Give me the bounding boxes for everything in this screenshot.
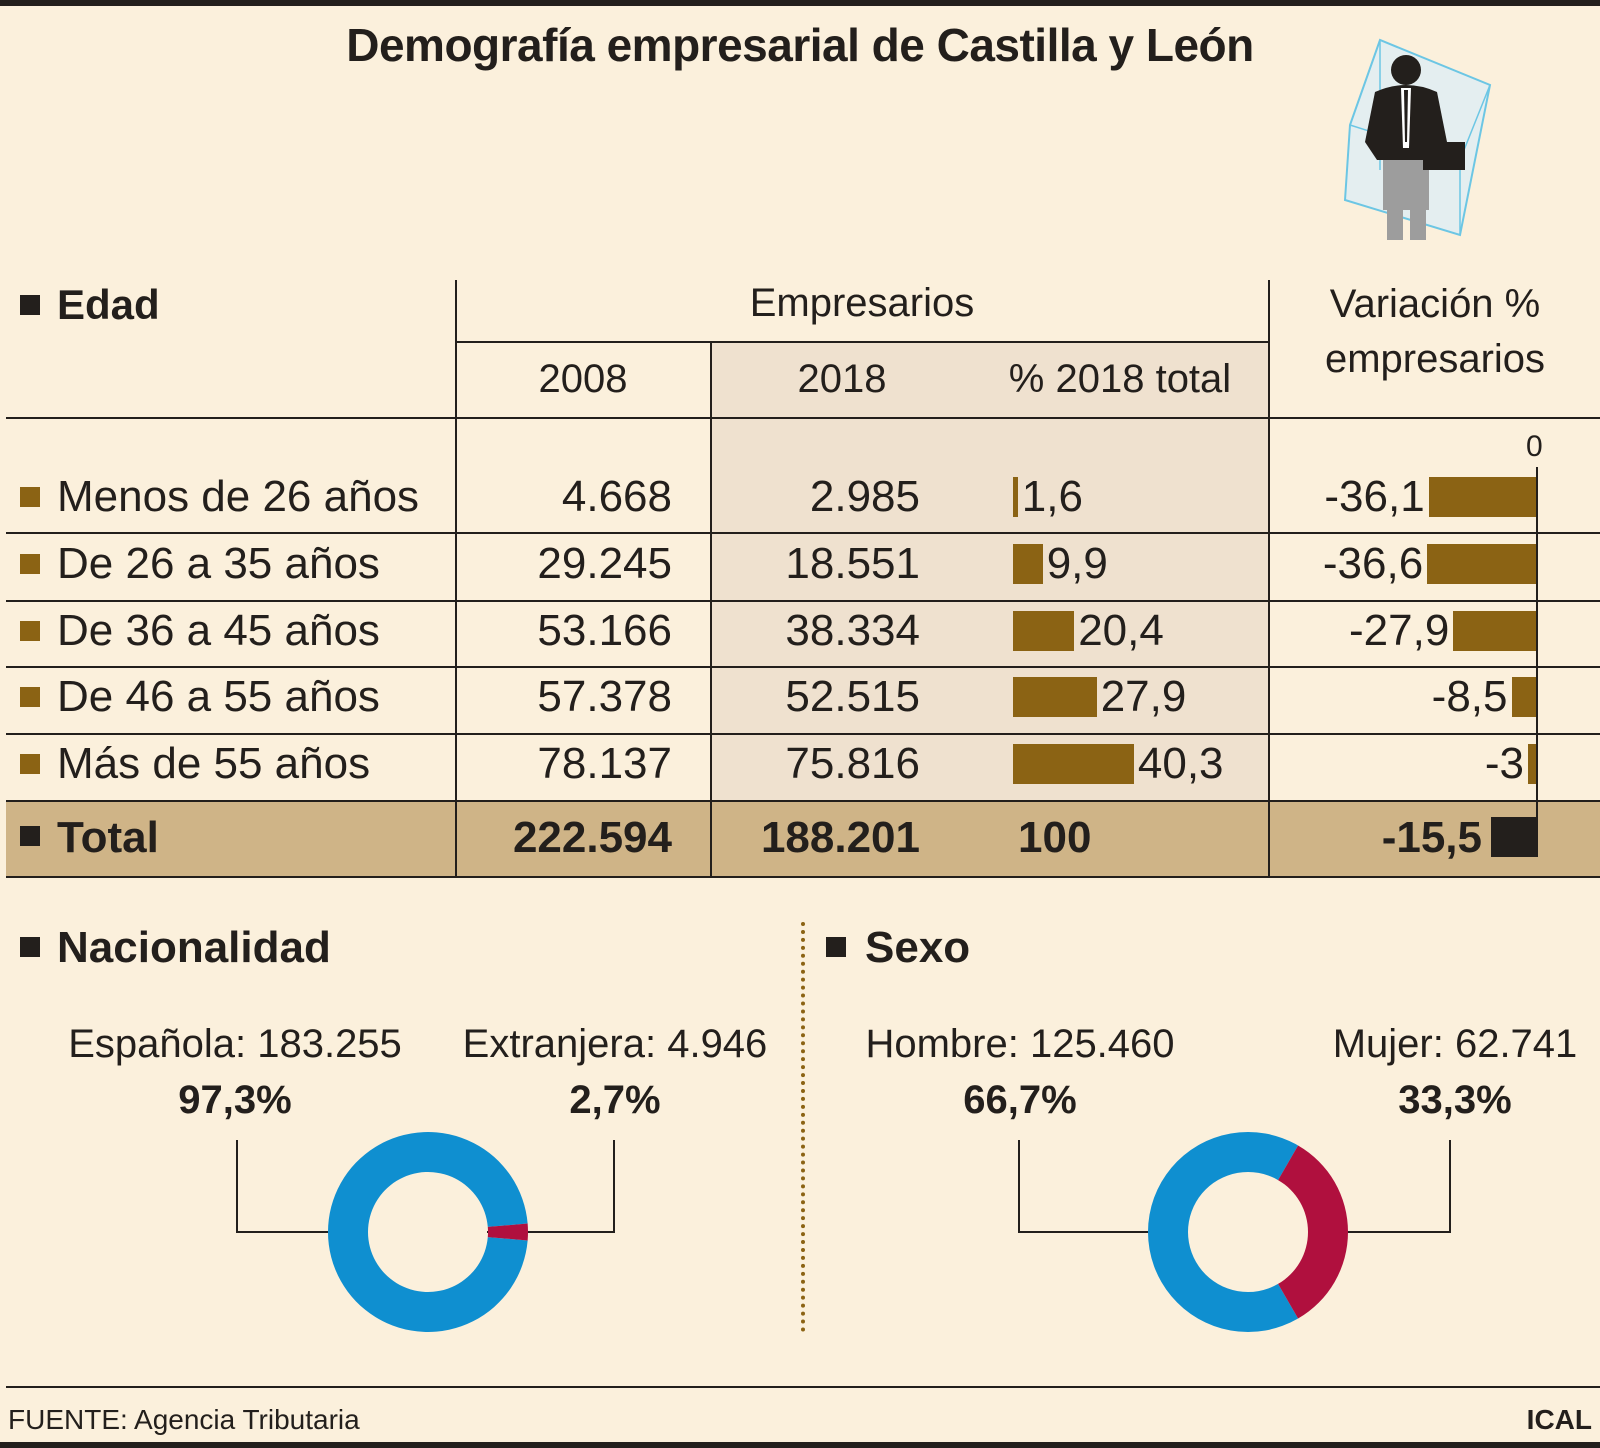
rule bbox=[6, 733, 1600, 735]
row-label: Más de 55 años bbox=[57, 739, 371, 788]
rule bbox=[6, 876, 1600, 878]
extranjera-slice bbox=[487, 1223, 528, 1241]
row-2008: 4.668 bbox=[561, 472, 672, 521]
pct-bar bbox=[1013, 477, 1018, 517]
col-header-2008: 2008 bbox=[538, 357, 628, 401]
var-bar bbox=[1453, 611, 1537, 651]
source-text: FUENTE: Agencia Tributaria bbox=[8, 1404, 360, 1435]
mujer-slice bbox=[1278, 1145, 1348, 1319]
leader-line-extranjera bbox=[487, 1140, 615, 1233]
var-value: -27,9 bbox=[1349, 606, 1450, 655]
leader-line-hombre bbox=[1018, 1140, 1165, 1233]
edad-heading: Edad bbox=[57, 281, 160, 328]
row-bullet-icon bbox=[20, 687, 40, 707]
row-2018: 18.551 bbox=[785, 539, 920, 588]
page-title: Demografía empresarial de Castilla y Leó… bbox=[346, 19, 1254, 71]
var-value: -8,5 bbox=[1431, 672, 1508, 721]
row-label: De 46 a 55 años bbox=[57, 672, 380, 721]
col-header-pct: % 2018 total bbox=[1008, 357, 1232, 401]
footer-rule bbox=[6, 1386, 1600, 1388]
col-header-var-2: empresarios bbox=[1324, 337, 1546, 381]
col-divider bbox=[455, 280, 457, 877]
section-divider bbox=[801, 922, 805, 1332]
bullet-icon bbox=[20, 826, 40, 846]
pct-value: 27,9 bbox=[1100, 672, 1187, 721]
rule bbox=[6, 666, 1600, 668]
bullet-icon bbox=[20, 295, 40, 315]
pct-bar bbox=[1013, 744, 1134, 784]
hombre-pct: 66,7% bbox=[963, 1078, 1077, 1122]
var-value: -36,1 bbox=[1324, 472, 1425, 521]
var-bar bbox=[1427, 544, 1537, 584]
row-bullet-icon bbox=[20, 621, 40, 641]
pct-bar bbox=[1013, 611, 1075, 651]
row-bullet-icon bbox=[20, 754, 40, 774]
extranjera-pct: 2,7% bbox=[569, 1078, 661, 1122]
hombre-label: Hombre: 125.460 bbox=[865, 1022, 1175, 1066]
total-var-bar bbox=[1490, 817, 1537, 857]
hombre-slice bbox=[1147, 1132, 1299, 1332]
rule bbox=[6, 532, 1600, 534]
zero-axis bbox=[1536, 467, 1538, 857]
rule bbox=[456, 341, 1269, 343]
leader-line-espanola bbox=[236, 1140, 343, 1233]
row-2018: 38.334 bbox=[785, 606, 920, 655]
row-2018: 2.985 bbox=[809, 472, 920, 521]
total-var: -15,5 bbox=[1381, 813, 1482, 862]
pct-value: 20,4 bbox=[1078, 606, 1164, 655]
row-bullet-icon bbox=[20, 554, 40, 574]
pct-bar bbox=[1013, 677, 1097, 717]
pct-value: 1,6 bbox=[1021, 472, 1083, 521]
var-value: -3 bbox=[1484, 739, 1524, 788]
row-label: Menos de 26 años bbox=[57, 472, 420, 521]
pct-value: 9,9 bbox=[1046, 539, 1108, 588]
total-label: Total bbox=[57, 813, 159, 862]
pct-bar bbox=[1013, 544, 1043, 584]
var-value: -36,6 bbox=[1322, 539, 1424, 588]
bullet-icon bbox=[826, 937, 846, 957]
espanola-slice bbox=[327, 1131, 528, 1332]
row-bullet-icon bbox=[20, 487, 40, 507]
total-pct: 100 bbox=[1018, 813, 1092, 862]
row-2008: 29.245 bbox=[537, 539, 672, 588]
top-border bbox=[0, 0, 1600, 6]
mujer-pct: 33,3% bbox=[1398, 1078, 1512, 1122]
bottom-border bbox=[0, 1442, 1600, 1448]
col-group-header: Empresarios bbox=[749, 281, 975, 325]
row-label: De 26 a 35 años bbox=[57, 539, 380, 588]
row-label: De 36 a 45 años bbox=[57, 606, 380, 655]
rule bbox=[6, 800, 1600, 802]
bullet-icon bbox=[20, 937, 40, 957]
mujer-label: Mujer: 62.741 bbox=[1332, 1022, 1578, 1066]
businessman-icon bbox=[1343, 38, 1492, 240]
credit-text: ICAL bbox=[1526, 1404, 1592, 1435]
espanola-label: Española: 183.255 bbox=[68, 1022, 402, 1066]
zero-label: 0 bbox=[1526, 430, 1543, 463]
col-header-2018: 2018 bbox=[797, 357, 887, 401]
total-row-bg bbox=[6, 802, 1600, 877]
leader-line-mujer bbox=[1322, 1140, 1451, 1233]
total-2008: 222.594 bbox=[512, 813, 672, 862]
rule bbox=[6, 417, 1600, 419]
var-bar bbox=[1528, 744, 1537, 784]
total-2018: 188.201 bbox=[760, 813, 920, 862]
var-bar bbox=[1428, 477, 1537, 517]
row-2018: 75.816 bbox=[785, 739, 920, 788]
pct-value: 40,3 bbox=[1137, 739, 1224, 788]
col-divider bbox=[1268, 280, 1270, 877]
sexo-heading: Sexo bbox=[865, 923, 971, 972]
col-divider bbox=[710, 341, 712, 877]
espanola-pct: 97,3% bbox=[178, 1078, 292, 1122]
row-2008: 78.137 bbox=[537, 739, 672, 788]
rule bbox=[6, 600, 1600, 602]
col-header-var-1: Variación % bbox=[1329, 282, 1541, 326]
row-2018: 52.515 bbox=[785, 672, 920, 721]
row-2008: 53.166 bbox=[537, 606, 672, 655]
nacionalidad-heading: Nacionalidad bbox=[57, 923, 331, 972]
extranjera-label: Extranjera: 4.946 bbox=[462, 1022, 768, 1066]
var-bar bbox=[1511, 677, 1537, 717]
row-2008: 57.378 bbox=[537, 672, 672, 721]
